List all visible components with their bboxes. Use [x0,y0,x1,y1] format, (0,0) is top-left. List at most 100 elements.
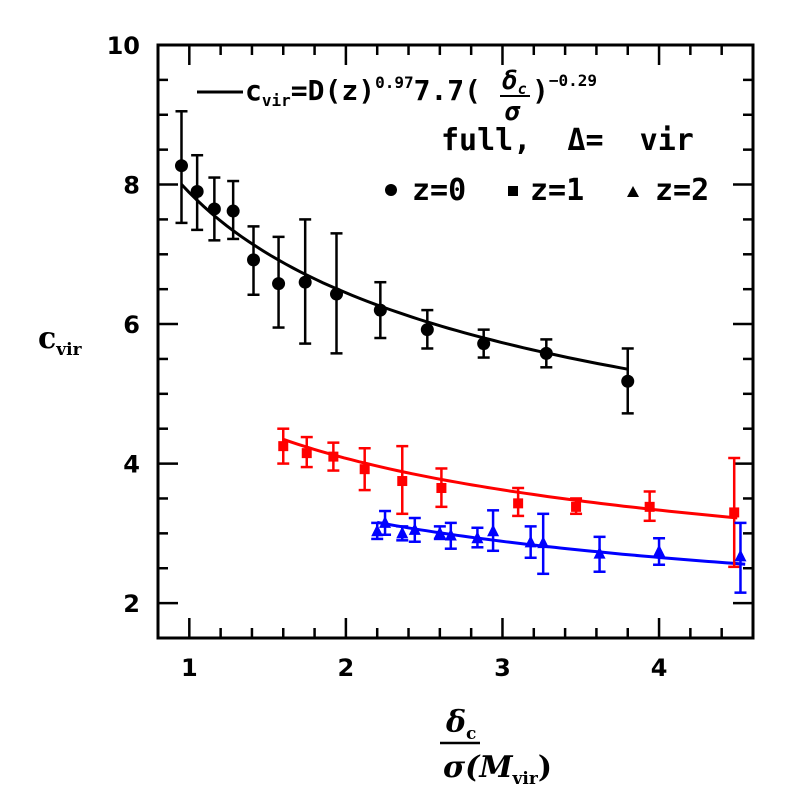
y-axis-label: cvir [38,321,83,360]
y-tick-label: 8 [123,172,140,200]
x-label-numerator: δc [445,705,476,744]
data-point-z0 [539,338,553,369]
data-point-z1 [570,497,583,516]
x-axis-label: δc σ(Mvir) [440,705,552,789]
data-point-z1 [435,467,448,509]
model-label: full, Δ= vir [441,123,694,158]
circle-marker [174,159,188,173]
square-marker [644,501,655,512]
fit-exp2: −0.29 [549,71,597,90]
fit-close: )−0.29 [532,71,597,107]
y-tick-label: 2 [123,590,140,618]
legend-circle-marker [385,184,397,196]
triangle-marker [433,526,446,539]
data-point-z2 [379,509,392,536]
legend-triangle-marker [627,186,639,197]
triangle-marker [734,549,747,562]
triangle-marker [487,524,500,537]
legend-square-marker [508,186,518,196]
data-point-z2 [593,535,606,573]
fit-annotation: cvir=D(z)0.977.7( δc σ )−0.29 [197,66,597,127]
circle-marker [539,346,553,360]
data-point-z1 [277,427,290,465]
triangle-marker [524,535,537,548]
fit-curve-z1 [282,437,738,520]
circle-marker [190,185,204,199]
fit-lhs-sub: vir [262,91,291,110]
data-point-z0 [174,110,188,225]
x-tick-label: 1 [181,654,198,682]
data-point-z0 [272,235,286,329]
plot-frame [156,43,755,640]
triangle-marker [408,522,421,535]
data-point-z2 [396,525,409,542]
y-tick-label: 10 [107,32,140,60]
circle-marker [272,277,286,291]
fit-frac-den: σ [504,97,521,127]
data-point-z2 [444,521,457,550]
axis-tick-labels: 1 2 3 4 2 4 6 8 10 [107,32,668,682]
square-marker [359,464,370,475]
triangle-marker [653,544,666,557]
data-point-z2 [734,521,747,594]
data-point-z2 [537,512,550,576]
data-point-z2 [653,536,666,566]
circle-marker [373,303,387,317]
circle-marker [621,374,635,388]
triangle-marker [471,531,484,544]
square-marker [301,448,312,459]
data-points [174,110,747,594]
circle-marker [298,275,312,289]
square-marker [513,498,524,509]
data-point-z0 [247,225,261,297]
data-point-z0 [298,218,312,345]
data-point-z0 [207,176,221,242]
data-point-z0 [477,328,491,359]
data-point-z0 [621,347,635,415]
triangle-marker [593,546,606,559]
x-tick-label: 4 [651,654,668,682]
square-marker [729,507,740,518]
fit-curve-z2 [376,520,746,566]
data-point-z1 [300,435,313,469]
data-point-z2 [487,509,500,553]
data-point-z0 [226,179,240,241]
circle-marker [477,337,491,351]
circle-marker [207,202,221,216]
marker-legend: z=0 z=1 z=2 [385,173,709,208]
legend-label-z0: z=0 [412,173,466,208]
triangle-marker [537,536,550,549]
square-marker [397,476,408,487]
triangle-marker [379,515,392,528]
circle-marker [420,323,434,337]
fit-equation: cvir=D(z)0.977.7( [245,73,481,110]
fit-middle: =D(z) [291,74,375,107]
circle-marker [247,253,261,267]
data-point-z1 [358,446,371,492]
data-point-z1 [512,486,525,518]
y-tick-label: 4 [123,451,140,479]
data-point-z2 [524,525,537,560]
data-point-z1 [643,490,656,523]
data-point-z2 [408,516,421,543]
data-point-z1 [728,456,741,569]
data-point-z2 [471,526,484,549]
data-point-z2 [433,525,446,541]
legend-label-z1: z=1 [530,173,584,208]
data-point-z1 [327,441,340,472]
triangle-marker [371,524,384,537]
data-point-z0 [190,153,204,232]
triangle-marker [396,526,409,539]
square-marker [436,483,447,494]
circle-marker [330,287,343,301]
fit-coef: 7.7( [414,74,481,107]
data-point-z0 [420,308,434,350]
x-tick-label: 2 [338,654,355,682]
x-tick-label: 3 [494,654,511,682]
fit-frac-num: δc [502,66,527,98]
fit-lhs: c [245,74,262,107]
square-marker [278,441,289,452]
circle-marker [226,204,240,218]
data-point-z1 [396,444,409,516]
